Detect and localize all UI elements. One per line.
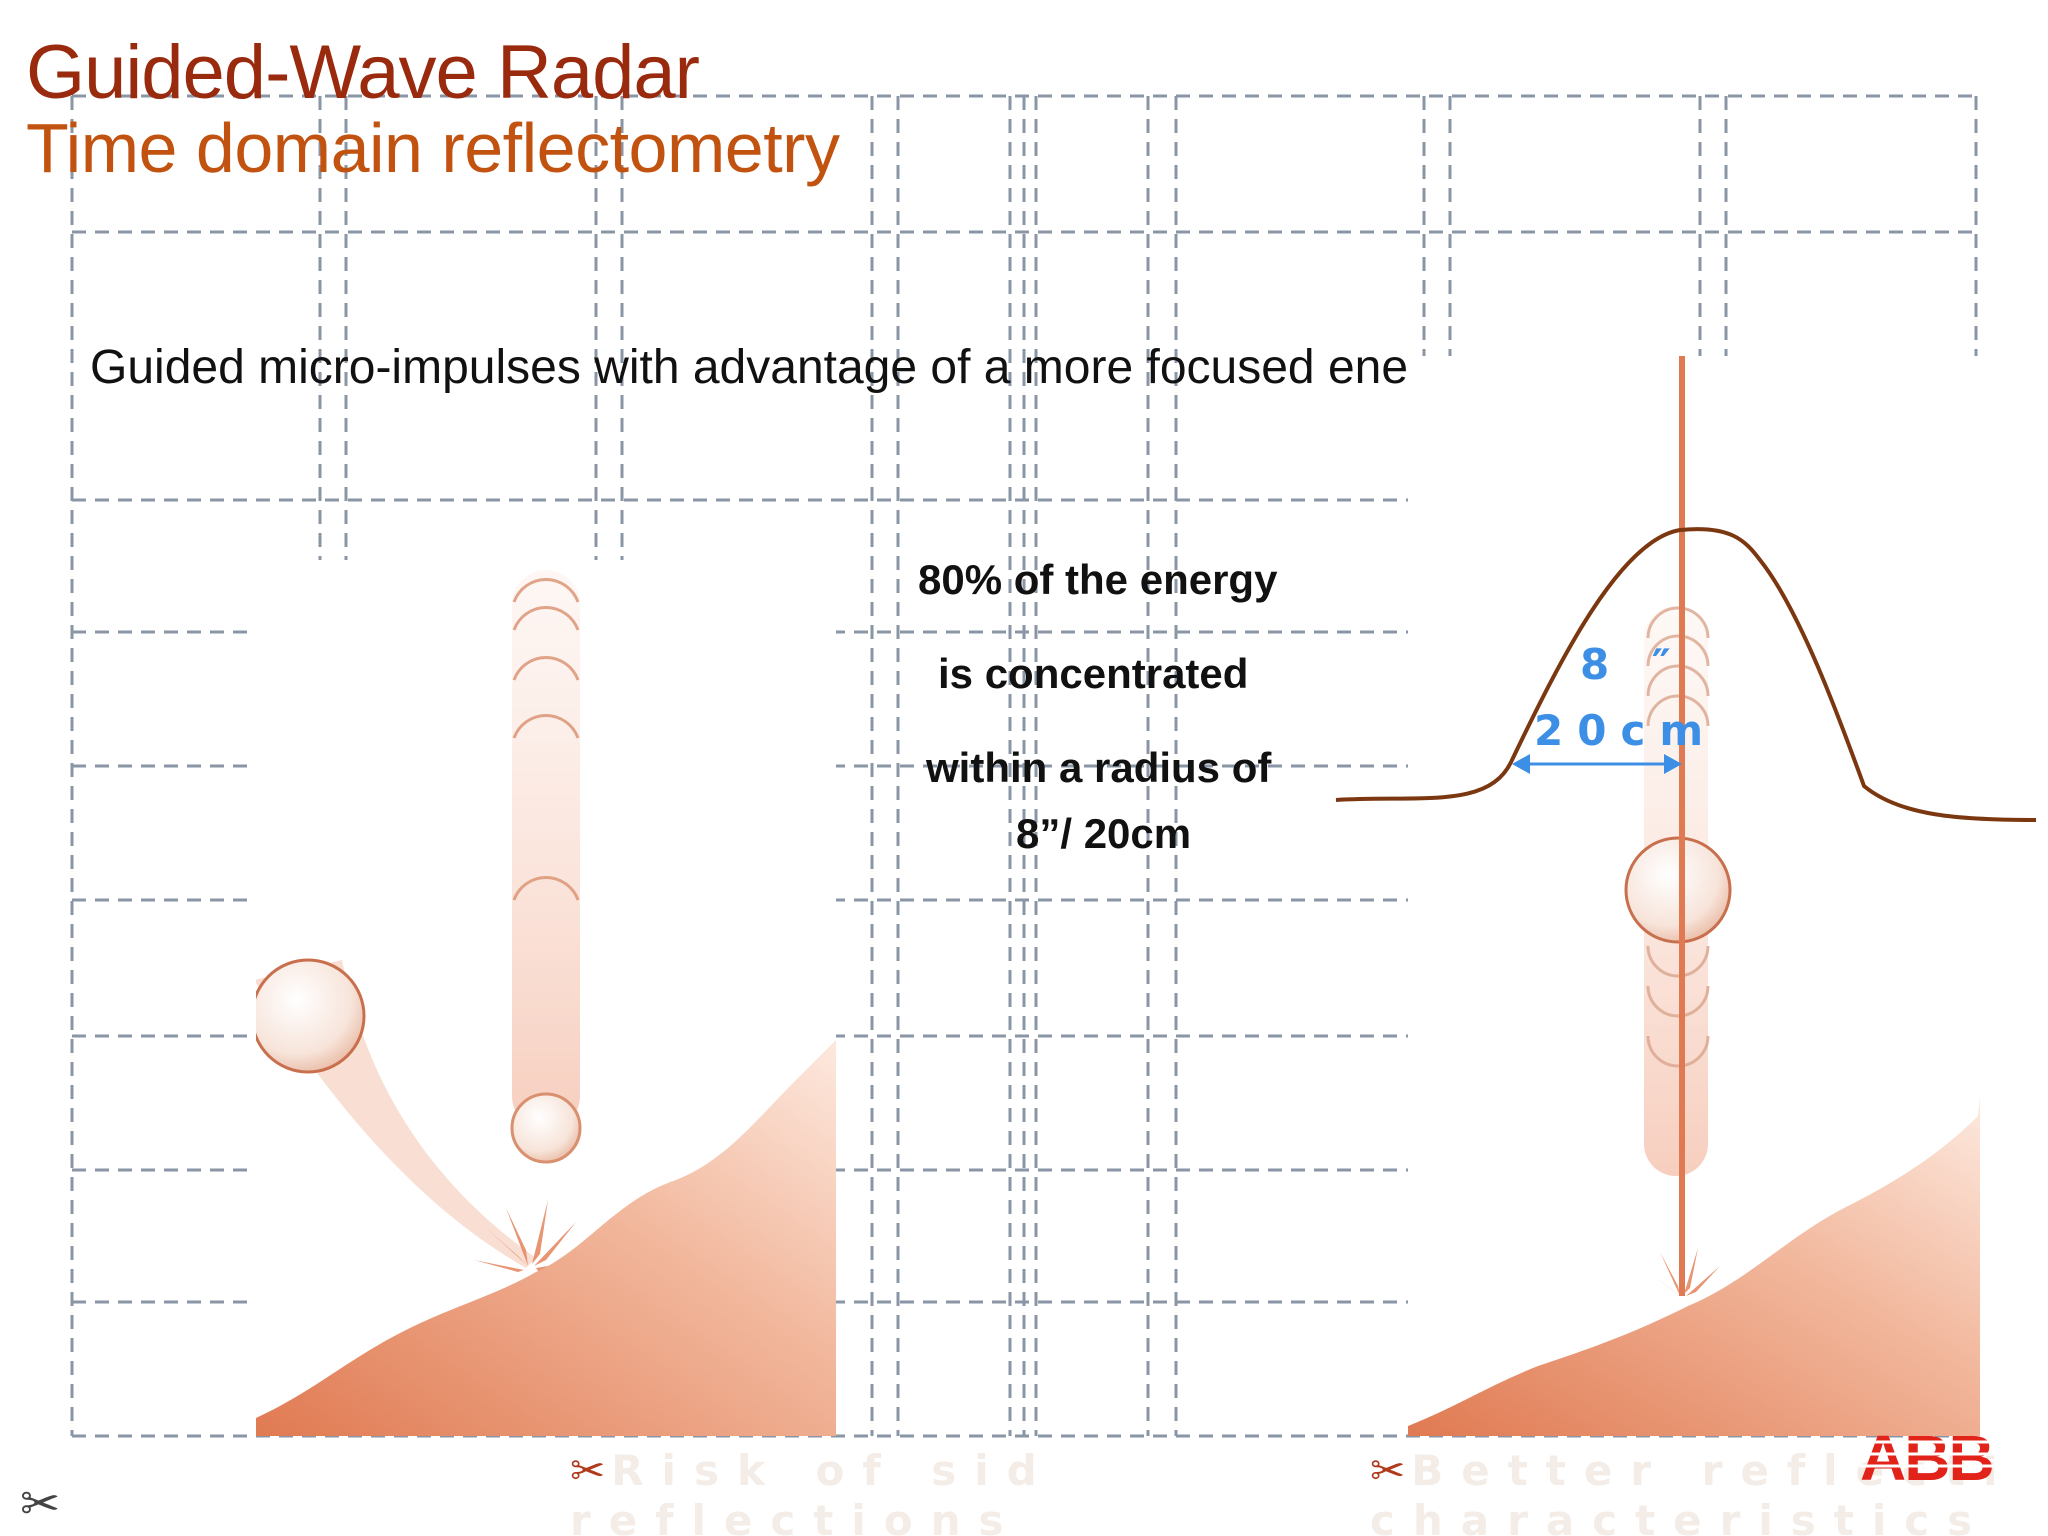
caption-left: ✂Risk of side reflections bbox=[570, 1446, 1040, 1536]
energy-text-line-2: is concentrated bbox=[938, 650, 1249, 697]
svg-text:ABB: ABB bbox=[1860, 1428, 1993, 1488]
scissors-icon: ✂ bbox=[20, 1476, 61, 1532]
scissors-icon: ✂ bbox=[570, 1446, 606, 1495]
energy-text-line-3: within a radius of bbox=[926, 744, 1272, 791]
illustration-free-space-radar bbox=[250, 560, 836, 1436]
energy-distribution-curve bbox=[1335, 527, 2037, 822]
energy-text-line-4: 8”/ 20cm bbox=[1016, 810, 1192, 857]
pulse-ball-vertical bbox=[510, 1092, 582, 1164]
slide-title: Guided-Wave Radar bbox=[26, 30, 700, 115]
intro-text: Guided micro-impulses with advantage of … bbox=[90, 341, 1475, 394]
caption-left-line1: Risk of side bbox=[611, 1446, 1040, 1495]
energy-text-line-1: 80% of the energy bbox=[918, 556, 1278, 603]
terrain-slope bbox=[256, 1040, 836, 1436]
pulse-ball-guided bbox=[1624, 836, 1732, 944]
reflection-splash bbox=[474, 1200, 584, 1274]
radius-dimension-arrow bbox=[1512, 754, 1682, 774]
vertical-beam-trail bbox=[512, 570, 580, 1130]
slide-subtitle: Time domain reflectometry bbox=[26, 109, 840, 187]
abb-logo: ABB bbox=[1860, 1428, 2000, 1488]
radius-label-inches: 8 ″ bbox=[1580, 640, 1685, 689]
caption-left-line2: reflections bbox=[570, 1496, 1022, 1536]
terrain-slope-guided bbox=[1408, 1096, 1980, 1436]
reflection-splash-guided bbox=[1644, 1248, 1720, 1296]
radius-label-centimeters: 20cm bbox=[1534, 706, 1718, 755]
illustration-guided-wave bbox=[1408, 356, 2048, 1436]
caption-right-line2: characteristics bbox=[1370, 1496, 1991, 1536]
scissors-icon: ✂ bbox=[1370, 1446, 1406, 1495]
